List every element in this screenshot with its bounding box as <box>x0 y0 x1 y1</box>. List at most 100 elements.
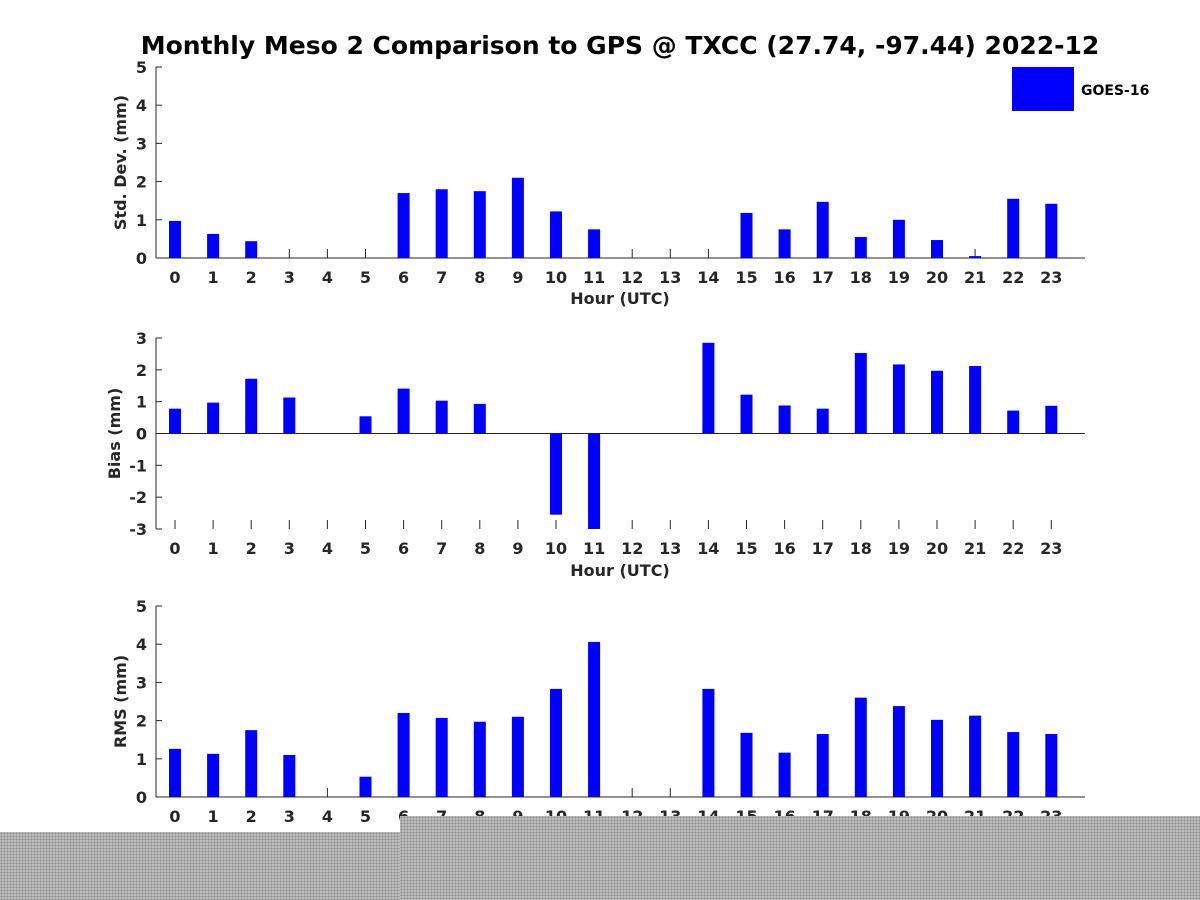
std-dev-x-tick-label: 17 <box>812 268 834 287</box>
std-dev-y-tick-label: 1 <box>136 211 147 230</box>
std-dev-bar-hour-11 <box>588 229 601 258</box>
redaction-overlay-right <box>400 816 1200 900</box>
rms-x-tick-label: 4 <box>322 807 333 826</box>
bias-x-tick-label: 6 <box>398 539 409 558</box>
bias-x-tick-label: 20 <box>926 539 948 558</box>
bias-y-tick-label: 0 <box>136 425 147 444</box>
chart-title: Monthly Meso 2 Comparison to GPS @ TXCC … <box>141 31 1100 60</box>
std-dev-bar-hour-1 <box>207 233 220 258</box>
bias-x-axis-label: Hour (UTC) <box>570 561 670 580</box>
std-dev-x-tick-label: 2 <box>246 268 257 287</box>
std-dev-x-tick-label: 5 <box>360 268 371 287</box>
std-dev-x-tick-label: 11 <box>583 268 605 287</box>
rms-bar-hour-17 <box>816 733 829 797</box>
legend: GOES-16 <box>1012 67 1149 111</box>
bias-x-tick-label: 0 <box>169 539 180 558</box>
bias-x-tick-label: 11 <box>583 539 605 558</box>
bias-x-tick-label: 16 <box>773 539 795 558</box>
bias-y-tick-label: 1 <box>136 393 147 412</box>
bias-bar-hour-19 <box>892 364 905 434</box>
bias-y-tick-label: -1 <box>129 456 147 475</box>
std-dev-x-tick-label: 12 <box>621 268 643 287</box>
bias-x-tick-label: 2 <box>246 539 257 558</box>
bias-x-tick-label: 5 <box>360 539 371 558</box>
bias-x-tick-label: 13 <box>659 539 681 558</box>
bias-x-tick-label: 12 <box>621 539 643 558</box>
std-dev-bar-hour-18 <box>854 236 867 258</box>
std-dev-x-axis-label: Hour (UTC) <box>570 289 670 308</box>
bias-bar-hour-22 <box>1007 410 1020 434</box>
rms-bar-hour-0 <box>169 748 181 797</box>
bias-bar-hour-8 <box>473 403 486 434</box>
bias-x-tick-label: 23 <box>1040 539 1062 558</box>
std-dev-x-tick-label: 16 <box>773 268 795 287</box>
bias-y-tick-label: -2 <box>129 488 147 507</box>
rms-bar-hour-7 <box>435 717 448 797</box>
rms-y-tick-label: 0 <box>136 788 147 807</box>
bias-x-tick-label: 22 <box>1002 539 1024 558</box>
std-dev-x-tick-label: 23 <box>1040 268 1062 287</box>
std-dev-bar-hour-23 <box>1045 203 1058 258</box>
bias-bar-hour-7 <box>435 400 448 434</box>
bias-x-tick-label: 3 <box>284 539 295 558</box>
rms-y-tick-label: 2 <box>136 712 147 731</box>
bias-x-tick-label: 18 <box>850 539 872 558</box>
bias-x-tick-label: 19 <box>888 539 910 558</box>
rms-bar-hour-16 <box>778 752 791 797</box>
rms-bar-hour-22 <box>1007 732 1020 797</box>
rms-bar-hour-8 <box>473 721 486 797</box>
rms-bar-hour-19 <box>892 706 905 797</box>
bias-bar-hour-20 <box>931 370 943 434</box>
bias-x-tick-label: 14 <box>697 539 719 558</box>
std-dev-x-tick-label: 21 <box>964 268 986 287</box>
std-dev-bar-hour-19 <box>892 219 905 258</box>
bias-bar-hour-23 <box>1045 405 1058 434</box>
bias-bar-hour-15 <box>740 394 753 434</box>
redaction-overlay-left <box>0 832 402 900</box>
bias-bar-hour-14 <box>702 342 715 434</box>
rms-y-tick-label: 4 <box>136 635 147 654</box>
rms-x-tick-label: 5 <box>360 807 371 826</box>
bias-x-tick-label: 9 <box>512 539 523 558</box>
bias-bar-hour-3 <box>283 397 296 434</box>
std-dev-bar-hour-6 <box>397 193 410 258</box>
rms-bar-hour-3 <box>283 754 296 797</box>
std-dev-x-tick-label: 9 <box>512 268 523 287</box>
std-dev-bar-hour-7 <box>435 189 448 258</box>
std-dev-x-tick-label: 7 <box>436 268 447 287</box>
std-dev-x-tick-label: 6 <box>398 268 409 287</box>
std-dev-x-tick-label: 4 <box>322 268 333 287</box>
rms-x-tick-label: 2 <box>246 807 257 826</box>
bias-y-axis-label: Bias (mm) <box>105 388 124 480</box>
rms-bar-hour-2 <box>245 730 258 797</box>
rms-y-tick-label: 1 <box>136 750 147 769</box>
bias-y-tick-label: 2 <box>136 361 147 380</box>
bias-bar-hour-16 <box>778 405 791 434</box>
std-dev-bar-hour-20 <box>931 240 943 258</box>
std-dev-y-tick-label: 0 <box>136 249 147 268</box>
rms-bar-hour-23 <box>1045 733 1058 797</box>
std-dev-x-tick-label: 18 <box>850 268 872 287</box>
bias-x-tick-label: 15 <box>735 539 757 558</box>
rms-y-tick-label: 3 <box>136 673 147 692</box>
rms-x-tick-label: 1 <box>208 807 219 826</box>
std-dev-x-tick-label: 20 <box>926 268 948 287</box>
bias-bar-hour-0 <box>169 408 181 434</box>
std-dev-bar-hour-10 <box>550 211 562 258</box>
rms-y-axis-label: RMS (mm) <box>111 655 130 748</box>
rms-bar-hour-21 <box>969 715 982 797</box>
std-dev-y-tick-label: 4 <box>136 96 147 115</box>
bias-x-tick-label: 10 <box>545 539 567 558</box>
bias-bar-hour-17 <box>816 408 829 434</box>
rms-bar-hour-11 <box>588 641 601 797</box>
rms-x-tick-label: 0 <box>169 807 180 826</box>
std-dev-bar-hour-8 <box>473 191 486 258</box>
rms-bar-hour-6 <box>397 712 410 797</box>
std-dev-y-axis-label: Std. Dev. (mm) <box>111 95 130 230</box>
bias-bar-hour-5 <box>359 416 372 434</box>
rms-panel: 0123450123456789101112131415161718192021… <box>111 597 1085 826</box>
std-dev-x-tick-label: 3 <box>284 268 295 287</box>
std-dev-bar-hour-2 <box>245 241 258 258</box>
